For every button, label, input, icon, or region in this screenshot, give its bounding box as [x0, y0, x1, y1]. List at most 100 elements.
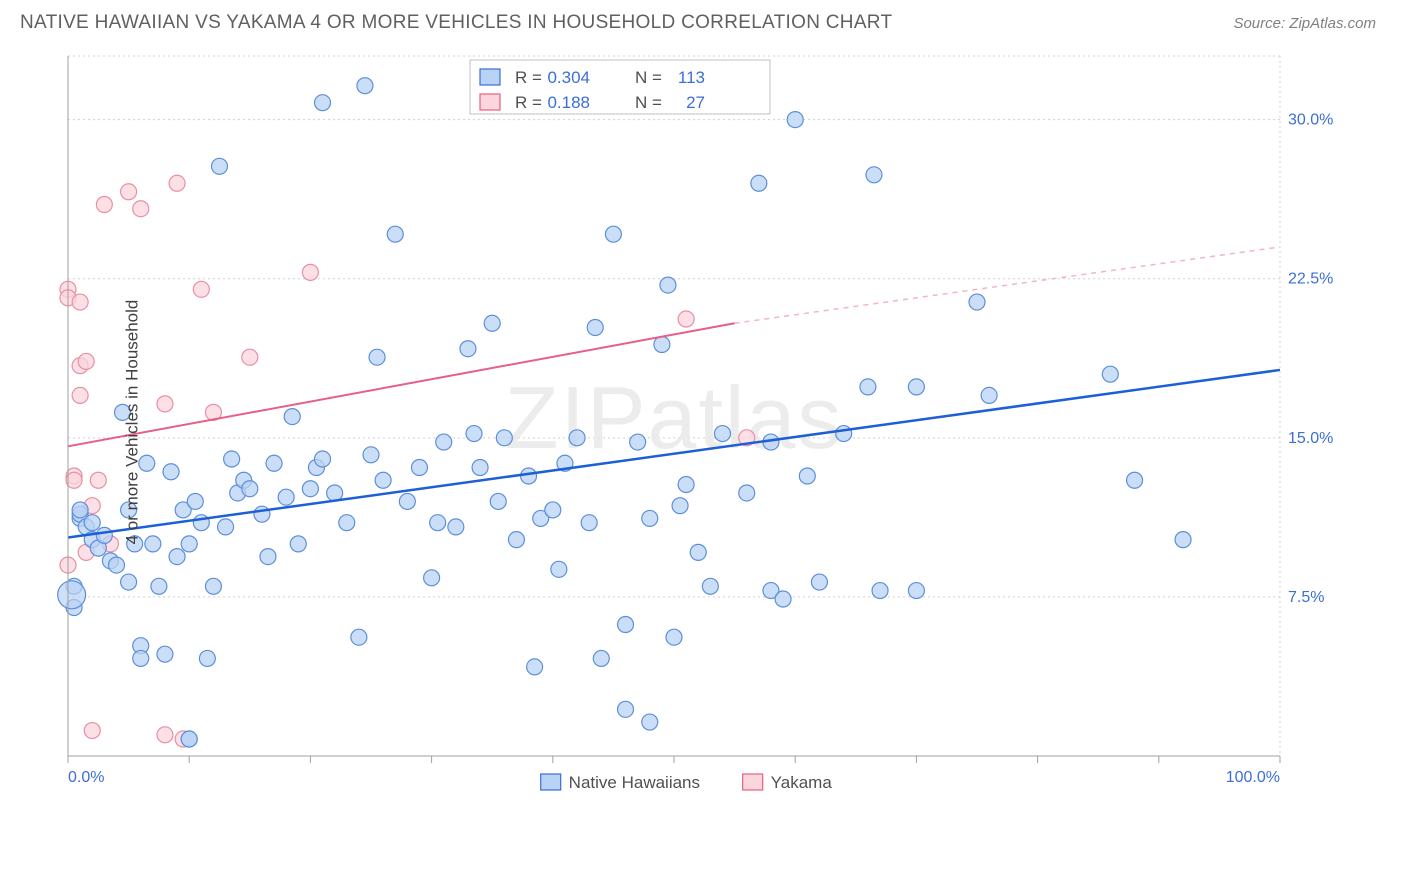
data-point-blue: [605, 226, 621, 242]
data-point-blue: [714, 426, 730, 442]
data-point-blue: [108, 557, 124, 573]
data-point-blue: [508, 532, 524, 548]
data-point-blue: [302, 481, 318, 497]
data-point-blue: [484, 315, 500, 331]
legend-n-label: N =: [635, 68, 662, 87]
legend-n-value: 27: [686, 93, 705, 112]
data-point-pink: [193, 281, 209, 297]
data-point-blue: [339, 515, 355, 531]
data-point-blue: [678, 476, 694, 492]
data-point-pink: [121, 184, 137, 200]
data-point-blue: [163, 464, 179, 480]
data-point-pink: [242, 349, 258, 365]
data-point-blue: [545, 502, 561, 518]
data-point-blue: [436, 434, 452, 450]
data-point-blue: [527, 659, 543, 675]
watermark: ZIPatlas: [505, 368, 844, 467]
data-point-pink: [302, 264, 318, 280]
data-point-pink: [72, 294, 88, 310]
legend-series-label: Native Hawaiians: [569, 773, 700, 792]
data-point-blue: [496, 430, 512, 446]
data-point-blue: [860, 379, 876, 395]
legend-swatch: [541, 774, 561, 790]
data-point-blue: [490, 493, 506, 509]
scatter-chart: 7.5% 15.0% 22.5% 30.0% ZIPatlas 0.0% 100.0% R =…: [20, 42, 1340, 802]
y-tick-label: 22.5%: [1288, 271, 1333, 288]
data-point-blue: [212, 158, 228, 174]
data-point-blue: [169, 549, 185, 565]
data-point-blue: [1127, 472, 1143, 488]
data-point-pink: [157, 727, 173, 743]
data-point-blue: [205, 578, 221, 594]
x-tick-label: 100.0%: [1226, 769, 1280, 786]
legend-r-value: 0.304: [547, 68, 590, 87]
data-point-blue: [260, 549, 276, 565]
data-point-blue: [181, 536, 197, 552]
data-point-blue: [145, 536, 161, 552]
legend-n-value: 113: [678, 68, 705, 87]
data-point-blue: [121, 574, 137, 590]
data-point-blue: [466, 426, 482, 442]
data-point-blue: [521, 468, 537, 484]
data-point-blue: [72, 502, 88, 518]
legend-r-label: R =: [515, 93, 542, 112]
data-point-pink: [678, 311, 694, 327]
x-tick-label: 0.0%: [68, 769, 104, 786]
data-point-blue: [666, 629, 682, 645]
data-point-blue: [351, 629, 367, 645]
data-point-blue: [187, 493, 203, 509]
y-tick-label: 15.0%: [1288, 430, 1333, 447]
data-point-blue: [242, 481, 258, 497]
data-point-blue: [690, 544, 706, 560]
data-point-blue: [315, 95, 331, 111]
data-point-blue: [460, 341, 476, 357]
legend-swatch: [743, 774, 763, 790]
data-point-pink: [169, 175, 185, 191]
data-point-blue: [811, 574, 827, 590]
data-point-blue: [133, 650, 149, 666]
data-point-blue: [266, 455, 282, 471]
legend-r-value: 0.188: [547, 93, 590, 112]
data-point-pink: [72, 387, 88, 403]
data-point-blue: [315, 451, 331, 467]
data-point-blue: [654, 336, 670, 352]
data-point-blue: [58, 581, 86, 609]
data-point-blue: [618, 616, 634, 632]
data-point-blue: [593, 650, 609, 666]
data-point-blue: [551, 561, 567, 577]
data-point-blue: [411, 460, 427, 476]
data-point-blue: [157, 646, 173, 662]
y-tick-label: 7.5%: [1288, 589, 1324, 606]
data-point-blue: [799, 468, 815, 484]
legend-swatch: [480, 69, 500, 85]
data-point-blue: [672, 498, 688, 514]
data-point-pink: [157, 396, 173, 412]
data-point-blue: [327, 485, 343, 501]
chart-container: 4 or more Vehicles in Household 7.5%15.0…: [20, 42, 1386, 802]
legend-r-label: R =: [515, 68, 542, 87]
data-point-blue: [84, 515, 100, 531]
data-point-blue: [181, 731, 197, 747]
data-point-pink: [84, 723, 100, 739]
data-point-blue: [375, 472, 391, 488]
legend-n-label: N =: [635, 93, 662, 112]
data-point-blue: [981, 387, 997, 403]
data-point-blue: [387, 226, 403, 242]
data-point-blue: [866, 167, 882, 183]
data-point-blue: [1102, 366, 1118, 382]
legend-swatch: [480, 94, 500, 110]
y-tick-label: 30.0%: [1288, 112, 1333, 129]
data-point-blue: [290, 536, 306, 552]
chart-title: NATIVE HAWAIIAN VS YAKAMA 4 OR MORE VEHI…: [20, 12, 892, 34]
data-point-blue: [660, 277, 676, 293]
data-point-blue: [969, 294, 985, 310]
data-point-blue: [369, 349, 385, 365]
data-point-blue: [787, 112, 803, 128]
data-point-pink: [96, 196, 112, 212]
data-point-blue: [448, 519, 464, 535]
data-point-blue: [642, 714, 658, 730]
data-point-blue: [254, 506, 270, 522]
data-point-blue: [587, 320, 603, 336]
data-point-blue: [569, 430, 585, 446]
data-point-blue: [151, 578, 167, 594]
